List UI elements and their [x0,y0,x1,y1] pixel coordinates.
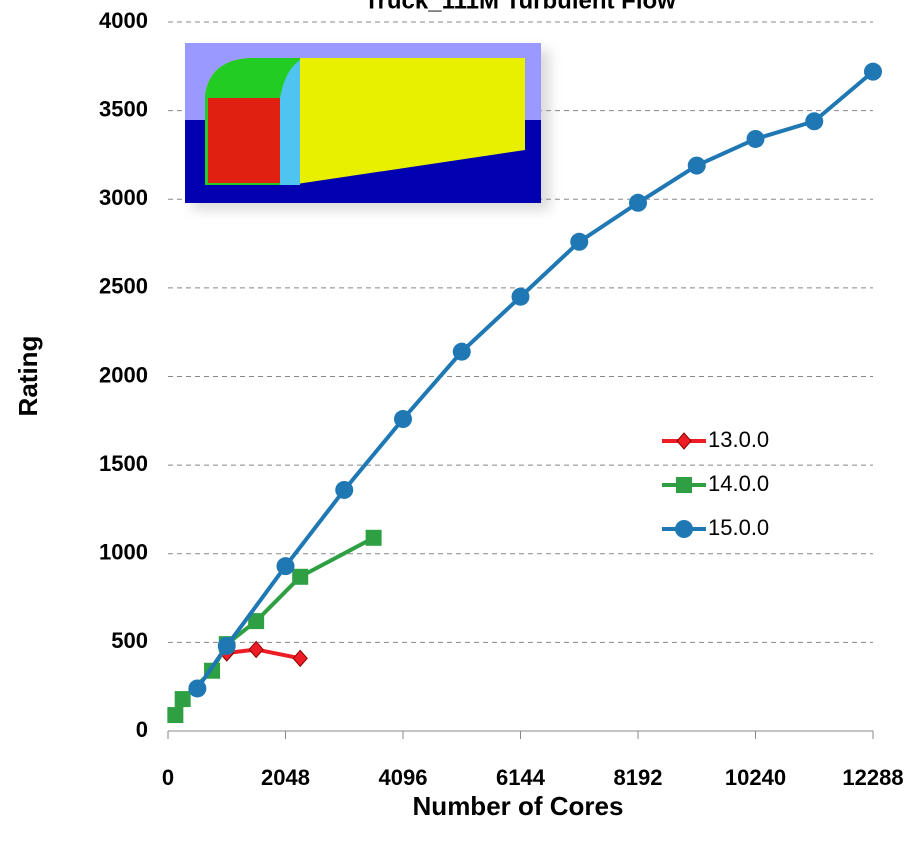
x-axis-title: Number of Cores [413,791,624,821]
legend-marker [675,520,693,538]
point [805,112,823,130]
y-tick-label: 2500 [99,274,148,299]
point [688,157,706,175]
inset-image [185,43,550,210]
y-tick-label: 2000 [99,362,148,387]
point [167,707,183,723]
point [864,63,882,81]
y-tick-label: 500 [111,628,148,653]
x-tick-label: 8192 [614,765,663,790]
point [366,530,382,546]
point [188,679,206,697]
chart: Truck_111M Turbulent Flow Number of Core… [0,0,923,852]
x-tick-label: 12288 [842,765,903,790]
point [570,233,588,251]
series-line [227,649,300,658]
legend-label: 13.0.0 [708,427,769,452]
x-tick-label: 2048 [261,765,310,790]
y-tick-label: 3000 [99,185,148,210]
point [175,691,191,707]
y-tick-label: 0 [136,717,148,742]
chart-title: Truck_111M Turbulent Flow [364,0,676,14]
point [249,641,263,657]
y-tick-label: 1500 [99,451,148,476]
y-tick-label: 4000 [99,8,148,33]
y-axis-title: Rating [13,336,43,417]
point [512,288,530,306]
point [747,130,765,148]
y-tick-label: 3500 [99,96,148,121]
legend-marker [677,433,691,449]
point [218,637,236,655]
point [453,343,471,361]
x-tick-label: 4096 [379,765,428,790]
legend-label: 14.0.0 [708,471,769,496]
x-tick-label: 6144 [496,765,546,790]
x-tick-label: 0 [162,765,174,790]
y-tick-label: 1000 [99,540,148,565]
point [335,481,353,499]
point [292,569,308,585]
point [629,194,647,212]
legend-label: 15.0.0 [708,515,769,540]
point [293,650,307,666]
point [394,410,412,428]
point [277,557,295,575]
x-tick-label: 10240 [725,765,786,790]
legend-marker [676,477,692,493]
